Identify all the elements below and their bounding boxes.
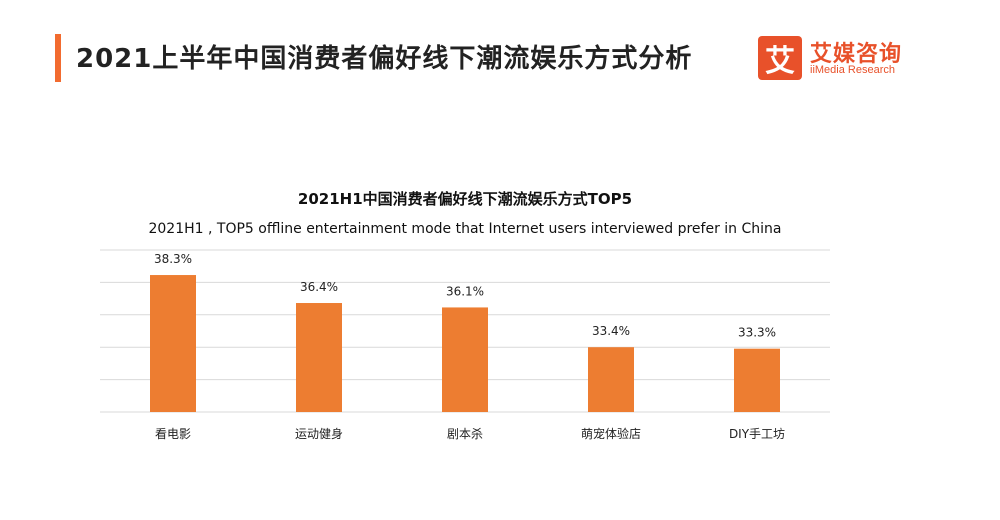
logo-subtitle: iiMedia Research bbox=[810, 64, 895, 76]
bar bbox=[734, 348, 780, 412]
bar bbox=[442, 307, 488, 412]
page-title: 2021上半年中国消费者偏好线下潮流娱乐方式分析 bbox=[76, 44, 693, 74]
category-label: DIY手工坊 bbox=[729, 426, 785, 441]
value-label: 33.4% bbox=[592, 324, 630, 338]
value-label: 38.3% bbox=[154, 252, 192, 266]
value-label: 33.3% bbox=[738, 326, 776, 340]
value-labels: 38.3% 36.4% 36.1% 33.4% 33.3% bbox=[154, 252, 776, 340]
title-accent-bar bbox=[55, 34, 61, 82]
category-labels: 看电影 运动健身 剧本杀 萌宠体验店 DIY手工坊 bbox=[155, 426, 785, 441]
iimedia-logo: 艾 艾媒咨询 iiMedia Research bbox=[758, 34, 918, 84]
category-label: 看电影 bbox=[155, 427, 191, 441]
category-label: 萌宠体验店 bbox=[581, 426, 641, 441]
value-label: 36.4% bbox=[300, 280, 338, 294]
bar bbox=[588, 347, 634, 412]
chart-title: 2021H1中国消费者偏好线下潮流娱乐方式TOP5 bbox=[298, 190, 632, 208]
category-label: 剧本杀 bbox=[447, 426, 483, 441]
chart-subtitle: 2021H1 , TOP5 offline entertainment mode… bbox=[148, 221, 781, 237]
bar bbox=[150, 275, 196, 412]
bar bbox=[296, 303, 342, 412]
logo-name: 艾媒咨询 bbox=[810, 42, 903, 67]
bars bbox=[150, 275, 780, 412]
value-label: 36.1% bbox=[446, 284, 484, 298]
category-label: 运动健身 bbox=[295, 426, 343, 441]
logo-mark: 艾 bbox=[758, 36, 802, 80]
